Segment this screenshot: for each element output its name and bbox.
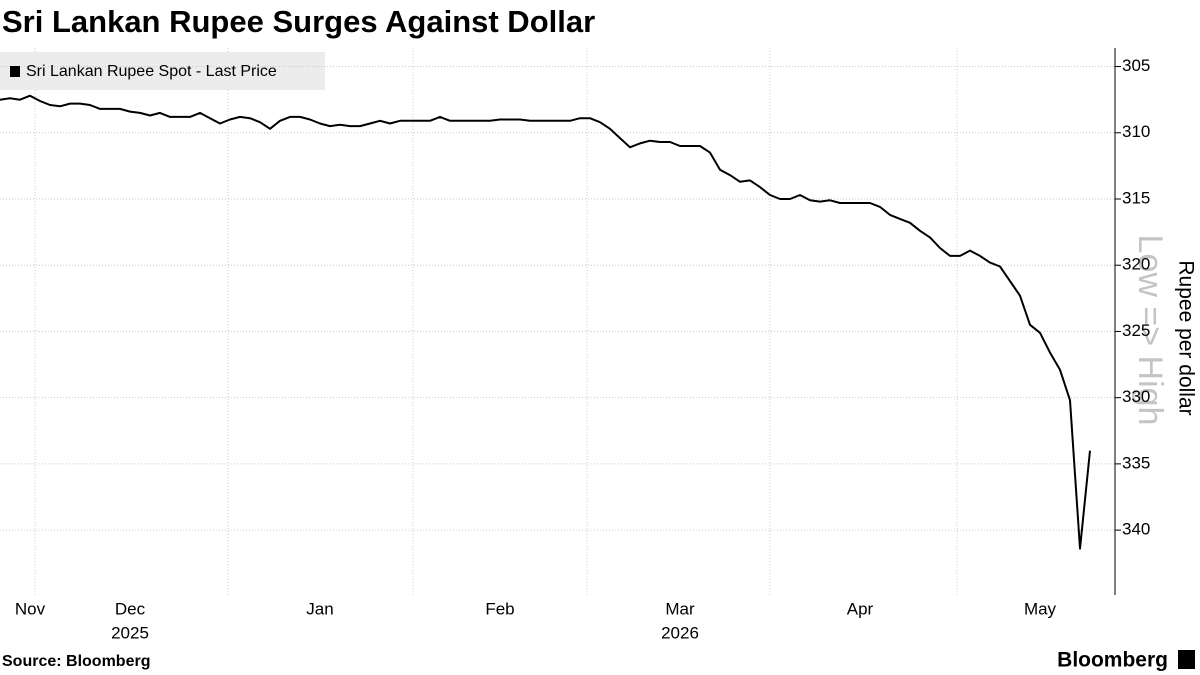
x-tick-label: May (1024, 599, 1057, 618)
y-tick-label: 335 (1122, 453, 1150, 472)
legend-swatch (10, 66, 20, 77)
chart-title: Sri Lankan Rupee Surges Against Dollar (2, 4, 595, 39)
y-tick-label: 340 (1122, 520, 1150, 539)
x-tick-label: Dec (115, 599, 146, 618)
x-tick-label: Nov (15, 599, 46, 618)
direction-watermark: Low => High (1131, 235, 1169, 426)
y-tick-label: 315 (1122, 188, 1150, 207)
x-tick-label: Jan (306, 599, 333, 618)
y-tick-label: 310 (1122, 122, 1150, 141)
price-line (0, 94, 1091, 550)
x-tick-label: Apr (847, 599, 874, 618)
x-year-label: 2025 (111, 623, 149, 642)
y-axis-label: Rupee per dollar (1174, 260, 1197, 415)
x-tick-label: Mar (665, 599, 695, 618)
logo: Bloomberg (1057, 649, 1168, 672)
y-tick-label: 305 (1122, 56, 1150, 75)
source: Source: Bloomberg (2, 653, 150, 670)
y-tick-label: 325 (1122, 321, 1150, 340)
x-tick-label: Feb (485, 599, 514, 618)
month-grid (34, 48, 958, 595)
legend-label: Sri Lankan Rupee Spot - Last Price (26, 63, 277, 80)
y-tick-label: 330 (1122, 387, 1150, 406)
x-year-label: 2026 (661, 623, 699, 642)
legend-box (0, 52, 325, 90)
logo-icon (1178, 650, 1195, 669)
y-tick-label: 320 (1122, 255, 1150, 274)
